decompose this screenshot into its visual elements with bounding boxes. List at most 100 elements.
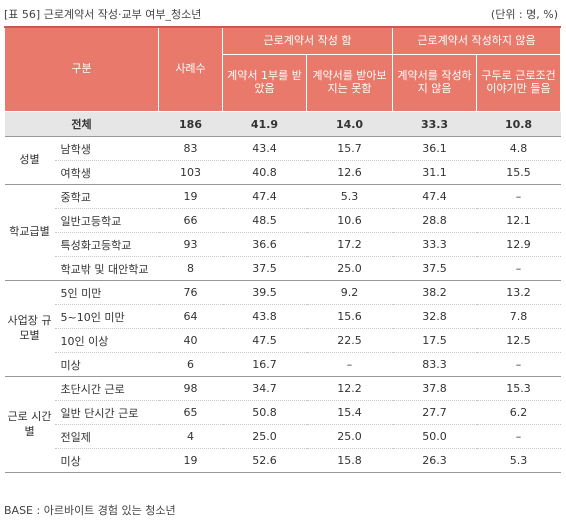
row-value-3: 27.7 xyxy=(392,400,477,425)
row-value-2: 12.6 xyxy=(306,160,393,185)
row-label: 특성화고등학교 xyxy=(54,232,159,257)
row-value-4: – xyxy=(476,256,561,281)
row-value-4: 5.3 xyxy=(476,448,561,473)
row-value-3: 50.0 xyxy=(392,424,477,449)
row-value-1: 37.5 xyxy=(222,256,307,281)
table-row: 사업장 규모별 5인 미만 76 39.5 9.2 38.2 13.2 xyxy=(4,280,561,377)
row-value-2: 12.2 xyxy=(306,376,393,401)
row-value-2: 15.6 xyxy=(306,304,393,329)
row-value-1: 50.8 xyxy=(222,400,307,425)
row-value-1: 40.8 xyxy=(222,160,307,185)
total-count: 186 xyxy=(158,111,223,137)
row-label: 학교밖 및 대안학교 xyxy=(54,256,159,281)
row-value-3: 36.1 xyxy=(392,136,477,161)
header-row-2: 계약서 1부를 받았음 계약서를 받아보지는 못함 계약서를 작성하지 않음 구… xyxy=(5,54,562,112)
row-value-3: 31.1 xyxy=(392,160,477,185)
row-count: 93 xyxy=(158,232,223,257)
base-note: BASE : 아르바이트 경험 있는 청소년 xyxy=(4,504,176,517)
row-value-2: 25.0 xyxy=(306,424,393,449)
row-value-1: 36.6 xyxy=(222,232,307,257)
group-label: 근로 시간별 xyxy=(4,376,55,473)
table-row: 5~10인 미만 64 43.8 15.6 32.8 7.8 xyxy=(5,304,561,329)
row-count: 19 xyxy=(158,184,223,209)
row-count: 103 xyxy=(158,160,223,185)
table-row: 전일제 4 25.0 25.0 50.0– xyxy=(5,424,561,449)
table-row: 학교밖 및 대안학교 8 37.5 25.0 37.5– xyxy=(5,256,561,281)
row-value-2: 9.2 xyxy=(306,280,393,305)
total-value-1: 41.9 xyxy=(222,111,307,137)
table-row: 근로 시간별 초단시간 근로 98 34.7 12.2 37.8 15.3 xyxy=(4,376,561,473)
row-value-1: 39.5 xyxy=(222,280,307,305)
row-count: 64 xyxy=(158,304,223,329)
col1-header: 계약서 1부를 받았음 xyxy=(222,54,307,112)
row-value-2: 15.4 xyxy=(306,400,393,425)
row-value-3: 38.2 xyxy=(392,280,477,305)
row-count: 83 xyxy=(158,136,223,161)
row-value-2: 5.3 xyxy=(306,184,393,209)
table-row: 10인 이상 40 47.5 22.5 17.5 12.5 xyxy=(5,328,561,353)
count-header: 사례수 xyxy=(158,26,223,112)
row-count: 76 xyxy=(158,280,223,305)
table-row: 미상 19 52.6 15.8 26.3 5.3 xyxy=(5,448,561,473)
table-row: 학교급별 중학교 19 47.4 5.3 47.4– xyxy=(4,184,561,281)
row-label: 5~10인 미만 xyxy=(54,304,159,329)
row-count: 98 xyxy=(158,376,223,401)
row-label: 10인 이상 xyxy=(54,328,159,353)
row-value-2: 25.0 xyxy=(306,256,393,281)
row-value-2: 15.7 xyxy=(306,136,393,161)
row-value-4: 13.2 xyxy=(476,280,561,305)
row-value-1: 34.7 xyxy=(222,376,307,401)
table-caption: [표 56] 근로계약서 작성·교부 여부_청소년 xyxy=(4,8,202,21)
row-value-3: 83.3 xyxy=(392,352,477,377)
row-count: 40 xyxy=(158,328,223,353)
row-value-3: 47.4 xyxy=(392,184,477,209)
row-value-3: 17.5 xyxy=(392,328,477,353)
row-value-2: 22.5 xyxy=(306,328,393,353)
row-label: 중학교 xyxy=(54,184,159,209)
row-value-3: 26.3 xyxy=(392,448,477,473)
row-label: 일반고등학교 xyxy=(54,208,159,233)
group-label: 학교급별 xyxy=(4,184,55,281)
row-value-1: 43.4 xyxy=(222,136,307,161)
row-value-4: – xyxy=(476,352,561,377)
row-label: 전일제 xyxy=(54,424,159,449)
row-value-3: 32.8 xyxy=(392,304,477,329)
row-count: 6 xyxy=(158,352,223,377)
row-value-4: 6.2 xyxy=(476,400,561,425)
row-value-1: 48.5 xyxy=(222,208,307,233)
table-row: 미상 6 16.7–83.3– xyxy=(5,352,561,377)
row-value-1: 47.4 xyxy=(222,184,307,209)
row-label: 5인 미만 xyxy=(54,280,159,305)
row-value-1: 47.5 xyxy=(222,328,307,353)
row-value-4: 12.9 xyxy=(476,232,561,257)
not-written-group-header: 근로계약서 작성하지 않음 xyxy=(392,26,562,55)
table-row: 일반고등학교 66 48.5 10.6 28.8 12.1 xyxy=(5,208,561,233)
row-value-2: 10.6 xyxy=(306,208,393,233)
row-value-4: 15.3 xyxy=(476,376,561,401)
total-row: 전체 186 41.9 14.0 33.3 10.8 xyxy=(4,111,561,137)
row-value-1: 43.8 xyxy=(222,304,307,329)
row-value-2: 15.8 xyxy=(306,448,393,473)
row-value-1: 25.0 xyxy=(222,424,307,449)
row-label: 미상 xyxy=(54,448,159,473)
total-value-3: 33.3 xyxy=(392,111,477,137)
total-label: 전체 xyxy=(4,111,159,137)
row-count: 65 xyxy=(158,400,223,425)
row-value-4: 4.8 xyxy=(476,136,561,161)
group-label: 성별 xyxy=(4,136,55,185)
row-label: 일반 단시간 근로 xyxy=(54,400,159,425)
table-row: 특성화고등학교 93 36.6 17.2 33.3 12.9 xyxy=(5,232,561,257)
row-count: 4 xyxy=(158,424,223,449)
row-value-1: 52.6 xyxy=(222,448,307,473)
row-value-4: 15.5 xyxy=(476,160,561,185)
row-value-3: 37.5 xyxy=(392,256,477,281)
row-value-4: – xyxy=(476,424,561,449)
row-count: 19 xyxy=(158,448,223,473)
row-count: 66 xyxy=(158,208,223,233)
category-header: 구분 xyxy=(4,26,159,112)
col2-header: 계약서를 받아보지는 못함 xyxy=(305,54,394,112)
row-label: 여학생 xyxy=(54,160,159,185)
row-count: 8 xyxy=(158,256,223,281)
row-value-4: 12.5 xyxy=(476,328,561,353)
col3-header: 계약서를 작성하지 않음 xyxy=(392,54,478,112)
